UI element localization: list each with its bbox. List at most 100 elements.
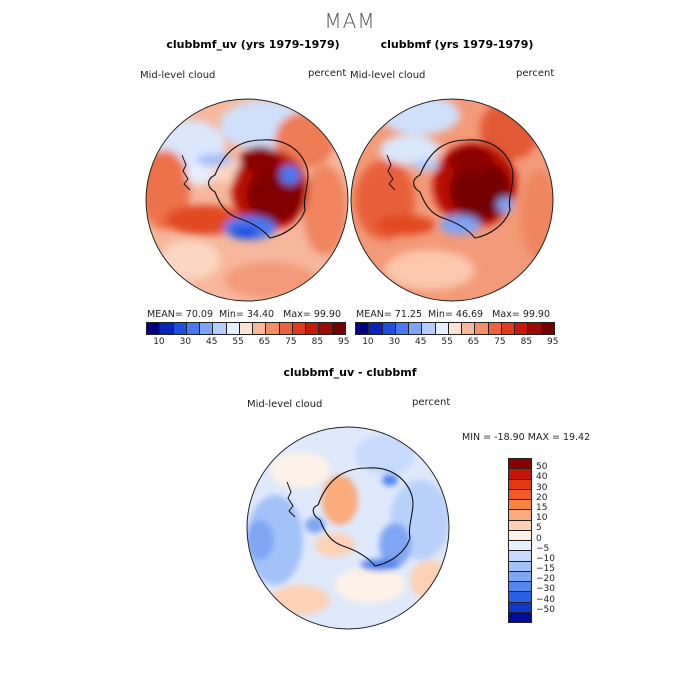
diff-colorbar-tick-label: −30 [536, 584, 555, 595]
diff-colorbar-swatch [509, 582, 531, 593]
panel2-colorbar-tick-label: 65 [467, 337, 480, 347]
panel2-colorbar-tick-label: 30 [388, 337, 401, 347]
map2-boundary [350, 98, 554, 302]
diff-colorbar-tick-label: 10 [536, 513, 548, 524]
panel2-colorbar-tick-label: 55 [441, 337, 453, 347]
diff-colorbar-tick-label: 40 [536, 472, 548, 483]
diff-minmax: MIN = -18.90 MAX = 19.42 [462, 432, 591, 443]
diff-colorbar-tick-label: 15 [536, 502, 548, 513]
panel2-colorbar-swatch [488, 323, 502, 334]
panel1-units-label: percent [308, 68, 347, 79]
panel1-colorbar-swatch [239, 323, 254, 334]
panel2-colorbar-swatch [462, 323, 476, 334]
figure-title: MAM [324, 9, 376, 33]
diff-colorbar [508, 458, 532, 623]
panel1-colorbar-swatch [319, 323, 333, 334]
panel1-colorbar-tick-label: 10 [153, 337, 165, 347]
panel1-mean: 70.09 [185, 309, 213, 320]
map3-boundary [246, 426, 450, 630]
panel2-colorbar-tick-label: 10 [362, 337, 374, 347]
panel1-colorbar-swatch [173, 323, 187, 334]
panel2-colorbar-swatch [356, 323, 370, 334]
panel1-colorbar-swatch [226, 323, 240, 334]
diff-colorbar-swatch [509, 530, 531, 541]
panel2-colorbar-tick-label: 85 [520, 337, 533, 347]
diff-colorbar-tick-label: 50 [536, 462, 548, 473]
panel1-colorbar-swatch [147, 323, 161, 334]
panel2-colorbar-swatch [501, 323, 516, 334]
panel1-colorbar [146, 322, 346, 335]
panel2-colorbar-swatch [409, 323, 423, 334]
panel1-colorbar-tick-label: 75 [285, 337, 297, 347]
diff-colorbar-ticks: 50 40 30 20 15 10 5 0 −5 −10 −15 −20 −30 −40 −50 [536, 458, 576, 621]
panel1-max: 99.90 [313, 309, 342, 320]
panel2-min: 46.69 [455, 309, 484, 320]
panel2-colorbar-swatch [382, 323, 396, 334]
panel2-colorbar-swatch [475, 323, 489, 334]
panel1-colorbar-tick-label: 95 [338, 337, 350, 347]
diff-colorbar-swatch [509, 479, 531, 490]
panel1-colorbar-tick-label: 65 [258, 337, 271, 347]
diff-colorbar-swatch [509, 520, 531, 531]
panel1-colorbar-tick-label: 45 [206, 337, 218, 347]
panel1-colorbar-tick-label: 55 [232, 337, 244, 347]
panel2-units-label: percent [516, 68, 555, 79]
panel2-colorbar-swatch [422, 323, 436, 334]
panel2-colorbar-swatch [541, 323, 554, 334]
diff-colorbar-tick-label: 0 [536, 533, 542, 544]
diff-colorbar-tick-label: −10 [536, 553, 555, 564]
panel1-variable-label: Mid-level cloud [140, 70, 216, 81]
map1-field [146, 99, 348, 301]
panel1-colorbar-swatch [213, 323, 227, 334]
panel2-colorbar-swatch [435, 323, 449, 334]
panel2-max: 99.90 [522, 309, 551, 320]
diff-colorbar-swatch [509, 602, 531, 613]
diff-colorbar-swatch [509, 561, 531, 572]
panel2-colorbar-swatch [448, 323, 463, 334]
diff-colorbar-swatch [509, 459, 531, 470]
panel2-colorbar-swatch [528, 323, 542, 334]
diff-colorbar-tick-label: −5 [536, 543, 550, 554]
panel1-title: clubbmf_uv (yrs 1979-1979) [166, 38, 340, 51]
diff-colorbar-tick-label: 5 [536, 523, 542, 534]
diff-panel-title: clubbmf_uv - clubbmf [283, 366, 417, 379]
diff-units-label: percent [412, 397, 451, 408]
panel1-colorbar-swatch [200, 323, 214, 334]
panel2-colorbar [355, 322, 555, 335]
diff-colorbar-tick-label: 20 [536, 492, 548, 503]
panel2-stats: MEAN= 71.25 Min= 46.69 Max= 99.90 [356, 309, 551, 320]
diff-colorbar-tick-label: 30 [536, 482, 548, 493]
panel1-min: 34.40 [246, 309, 275, 320]
diff-colorbar-swatch [509, 500, 531, 511]
diff-colorbar-swatch [509, 489, 531, 500]
diff-colorbar-swatch [509, 510, 531, 521]
panel2-colorbar-tick-label: 45 [415, 337, 427, 347]
panel2-variable-label: Mid-level cloud [350, 70, 426, 81]
panel1-colorbar-swatch [279, 323, 293, 334]
panel2-colorbar-swatch [515, 323, 529, 334]
panel2-mean: 71.25 [394, 309, 422, 320]
diff-variable-label: Mid-level cloud [247, 399, 323, 410]
panel2-colorbar-tick-label: 95 [547, 337, 559, 347]
diff-colorbar-tick-label: −20 [536, 574, 555, 585]
diff-colorbar-swatch [509, 469, 531, 480]
panel1-colorbar-swatch [253, 323, 267, 334]
map2-field [351, 99, 553, 301]
diff-colorbar-tick-label: −50 [536, 604, 555, 615]
panel1-stats: MEAN= 70.09 Min= 34.40 Max= 99.90 [147, 309, 342, 320]
diff-colorbar-swatch [509, 592, 531, 603]
diff-colorbar-tick-label: −40 [536, 594, 555, 605]
diff-colorbar-tick-label: −15 [536, 564, 555, 575]
panel2-colorbar-swatch [395, 323, 410, 334]
map1-boundary [145, 98, 349, 302]
panel1-colorbar-swatch [332, 323, 345, 334]
diff-colorbar-swatch [509, 571, 531, 582]
diff-colorbar-swatch [509, 612, 531, 622]
panel1-colorbar-swatch [292, 323, 307, 334]
map3-field [247, 427, 449, 629]
diff-colorbar-swatch [509, 551, 531, 562]
panel2-title: clubbmf (yrs 1979-1979) [380, 38, 534, 51]
panel1-colorbar-tick-label: 30 [179, 337, 192, 347]
panel1-colorbar-swatch [306, 323, 320, 334]
